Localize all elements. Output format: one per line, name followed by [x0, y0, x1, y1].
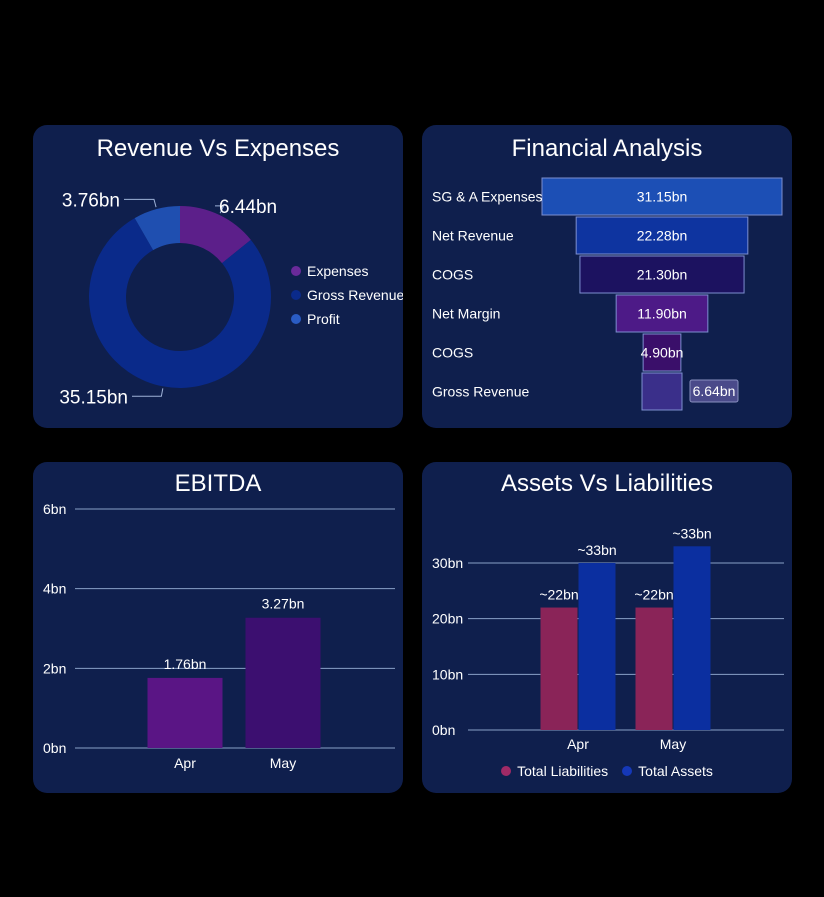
funnel-bar	[541, 177, 783, 216]
revenue-vs-expenses-legend: Expenses Gross Revenue Profit	[291, 263, 403, 327]
funnel-bar	[579, 255, 745, 294]
assets-liabilities-bar	[578, 563, 616, 730]
assets-vs-liabilities-panel: Assets Vs Liabilities 0bn 10bn 20bn 30bn ~22…	[422, 462, 792, 793]
legend-swatch	[622, 766, 633, 776]
funnel-bar	[615, 294, 709, 333]
funnel-value-label: 22.28bn	[637, 228, 688, 244]
y-tick-label: 30bn	[432, 555, 463, 571]
ebitda-value-label: 3.27bn	[262, 596, 305, 612]
y-tick-label: 2bn	[43, 660, 66, 676]
legend-label: Total Assets	[638, 763, 713, 779]
y-tick-label: 0bn	[432, 722, 455, 738]
x-tick-label: Apr	[174, 755, 196, 771]
legend-item-profit[interactable]: Profit	[291, 311, 403, 327]
legend-label: Profit	[307, 311, 340, 327]
assets-liabilities-value-label: ~22bn	[539, 587, 578, 603]
donut-slice-profit	[134, 206, 180, 251]
legend-swatch	[291, 314, 301, 324]
assets-liabilities-bar	[540, 607, 578, 730]
assets-liabilities-value-label: ~33bn	[672, 525, 711, 541]
financial-analysis-chart: SG & A Expenses 31.15bn Net Revenue 22.28bn…	[432, 177, 783, 411]
y-tick-label: 10bn	[432, 666, 463, 682]
legend-swatch	[501, 766, 512, 776]
assets-vs-liabilities-chart: 0bn 10bn 20bn 30bn ~22bn ~33bn Apr ~22bn ~33bn Ma…	[432, 525, 784, 752]
donut-data-label: 3.76bn	[62, 190, 120, 211]
legend-swatch	[291, 266, 301, 276]
x-tick-label: Apr	[567, 736, 589, 752]
revenue-vs-expenses-chart: 6.44bn 35.15bn 3.76bn	[59, 190, 277, 408]
funnel-value-label: 31.15bn	[637, 189, 688, 205]
legend-label: Total Liabilities	[517, 763, 609, 779]
funnel-value-label: 21.30bn	[637, 267, 688, 283]
funnel-bar	[642, 333, 682, 372]
legend-item-total-liabilities[interactable]: Total Liabilities	[501, 763, 608, 779]
funnel-bar	[575, 216, 749, 255]
assets-vs-liabilities-legend: Total Liabilities Total Assets	[422, 763, 792, 779]
assets-liabilities-bar	[673, 546, 711, 730]
funnel-category-label: COGS	[432, 345, 473, 361]
revenue-vs-expenses-title: Revenue Vs Expenses	[96, 135, 340, 162]
funnel-bar	[641, 372, 683, 411]
funnel-category-label: Net Revenue	[432, 228, 514, 244]
ebitda-value-label: 1.76bn	[164, 656, 207, 672]
funnel-category-label: SG & A Expenses	[432, 189, 543, 205]
financial-analysis-panel: Financial Analysis SG & A Expenses 31.15b…	[422, 125, 792, 428]
y-tick-label: 0bn	[43, 740, 66, 756]
funnel-category-label: COGS	[432, 267, 473, 283]
ebitda-chart: 0bn 2bn 4bn 6bn 1.76bn Apr 3.27bn May	[43, 501, 395, 771]
ebitda-panel: EBITDA 0bn 2bn 4bn 6bn 1.76bn Apr 3.27bn May	[33, 462, 403, 793]
donut-slice-expenses	[180, 206, 251, 264]
funnel-callout-box	[689, 379, 739, 403]
legend-label: Expenses	[307, 263, 369, 279]
assets-vs-liabilities-title: Assets Vs Liabilities	[500, 470, 714, 497]
assets-liabilities-value-label: ~22bn	[634, 587, 673, 603]
x-tick-label: May	[270, 755, 296, 771]
y-tick-label: 6bn	[43, 501, 66, 517]
funnel-value-label: 11.90bn	[637, 306, 687, 322]
ebitda-bar	[245, 617, 321, 748]
donut-slice-gross-revenue	[88, 218, 271, 388]
donut-leader-line	[215, 205, 225, 214]
revenue-vs-expenses-panel: Revenue Vs Expenses 6.44bn 35.15bn 3.76bn …	[33, 125, 403, 428]
assets-liabilities-value-label: ~33bn	[577, 542, 616, 558]
funnel-value-label: 4.90bn	[641, 345, 684, 361]
donut-data-label: 6.44bn	[219, 197, 277, 218]
donut-leader-line	[132, 388, 164, 397]
ebitda-title: EBITDA	[174, 470, 262, 497]
funnel-category-label: Net Margin	[432, 306, 500, 322]
y-tick-label: 20bn	[432, 611, 463, 627]
funnel-category-label: Gross Revenue	[432, 384, 529, 400]
donut-data-label: 35.15bn	[59, 387, 128, 408]
donut-leader-line	[124, 198, 157, 208]
legend-item-expenses[interactable]: Expenses	[291, 263, 403, 279]
x-tick-label: May	[660, 736, 686, 752]
funnel-value-label: 6.64bn	[693, 383, 736, 399]
y-tick-label: 4bn	[43, 581, 66, 597]
ebitda-bar	[147, 677, 223, 748]
legend-swatch	[291, 290, 301, 300]
legend-item-total-assets[interactable]: Total Assets	[622, 763, 713, 779]
financial-analysis-title: Financial Analysis	[511, 135, 703, 162]
assets-liabilities-bar	[635, 607, 673, 730]
legend-item-gross-revenue[interactable]: Gross Revenue	[291, 287, 403, 303]
legend-label: Gross Revenue	[307, 287, 403, 303]
